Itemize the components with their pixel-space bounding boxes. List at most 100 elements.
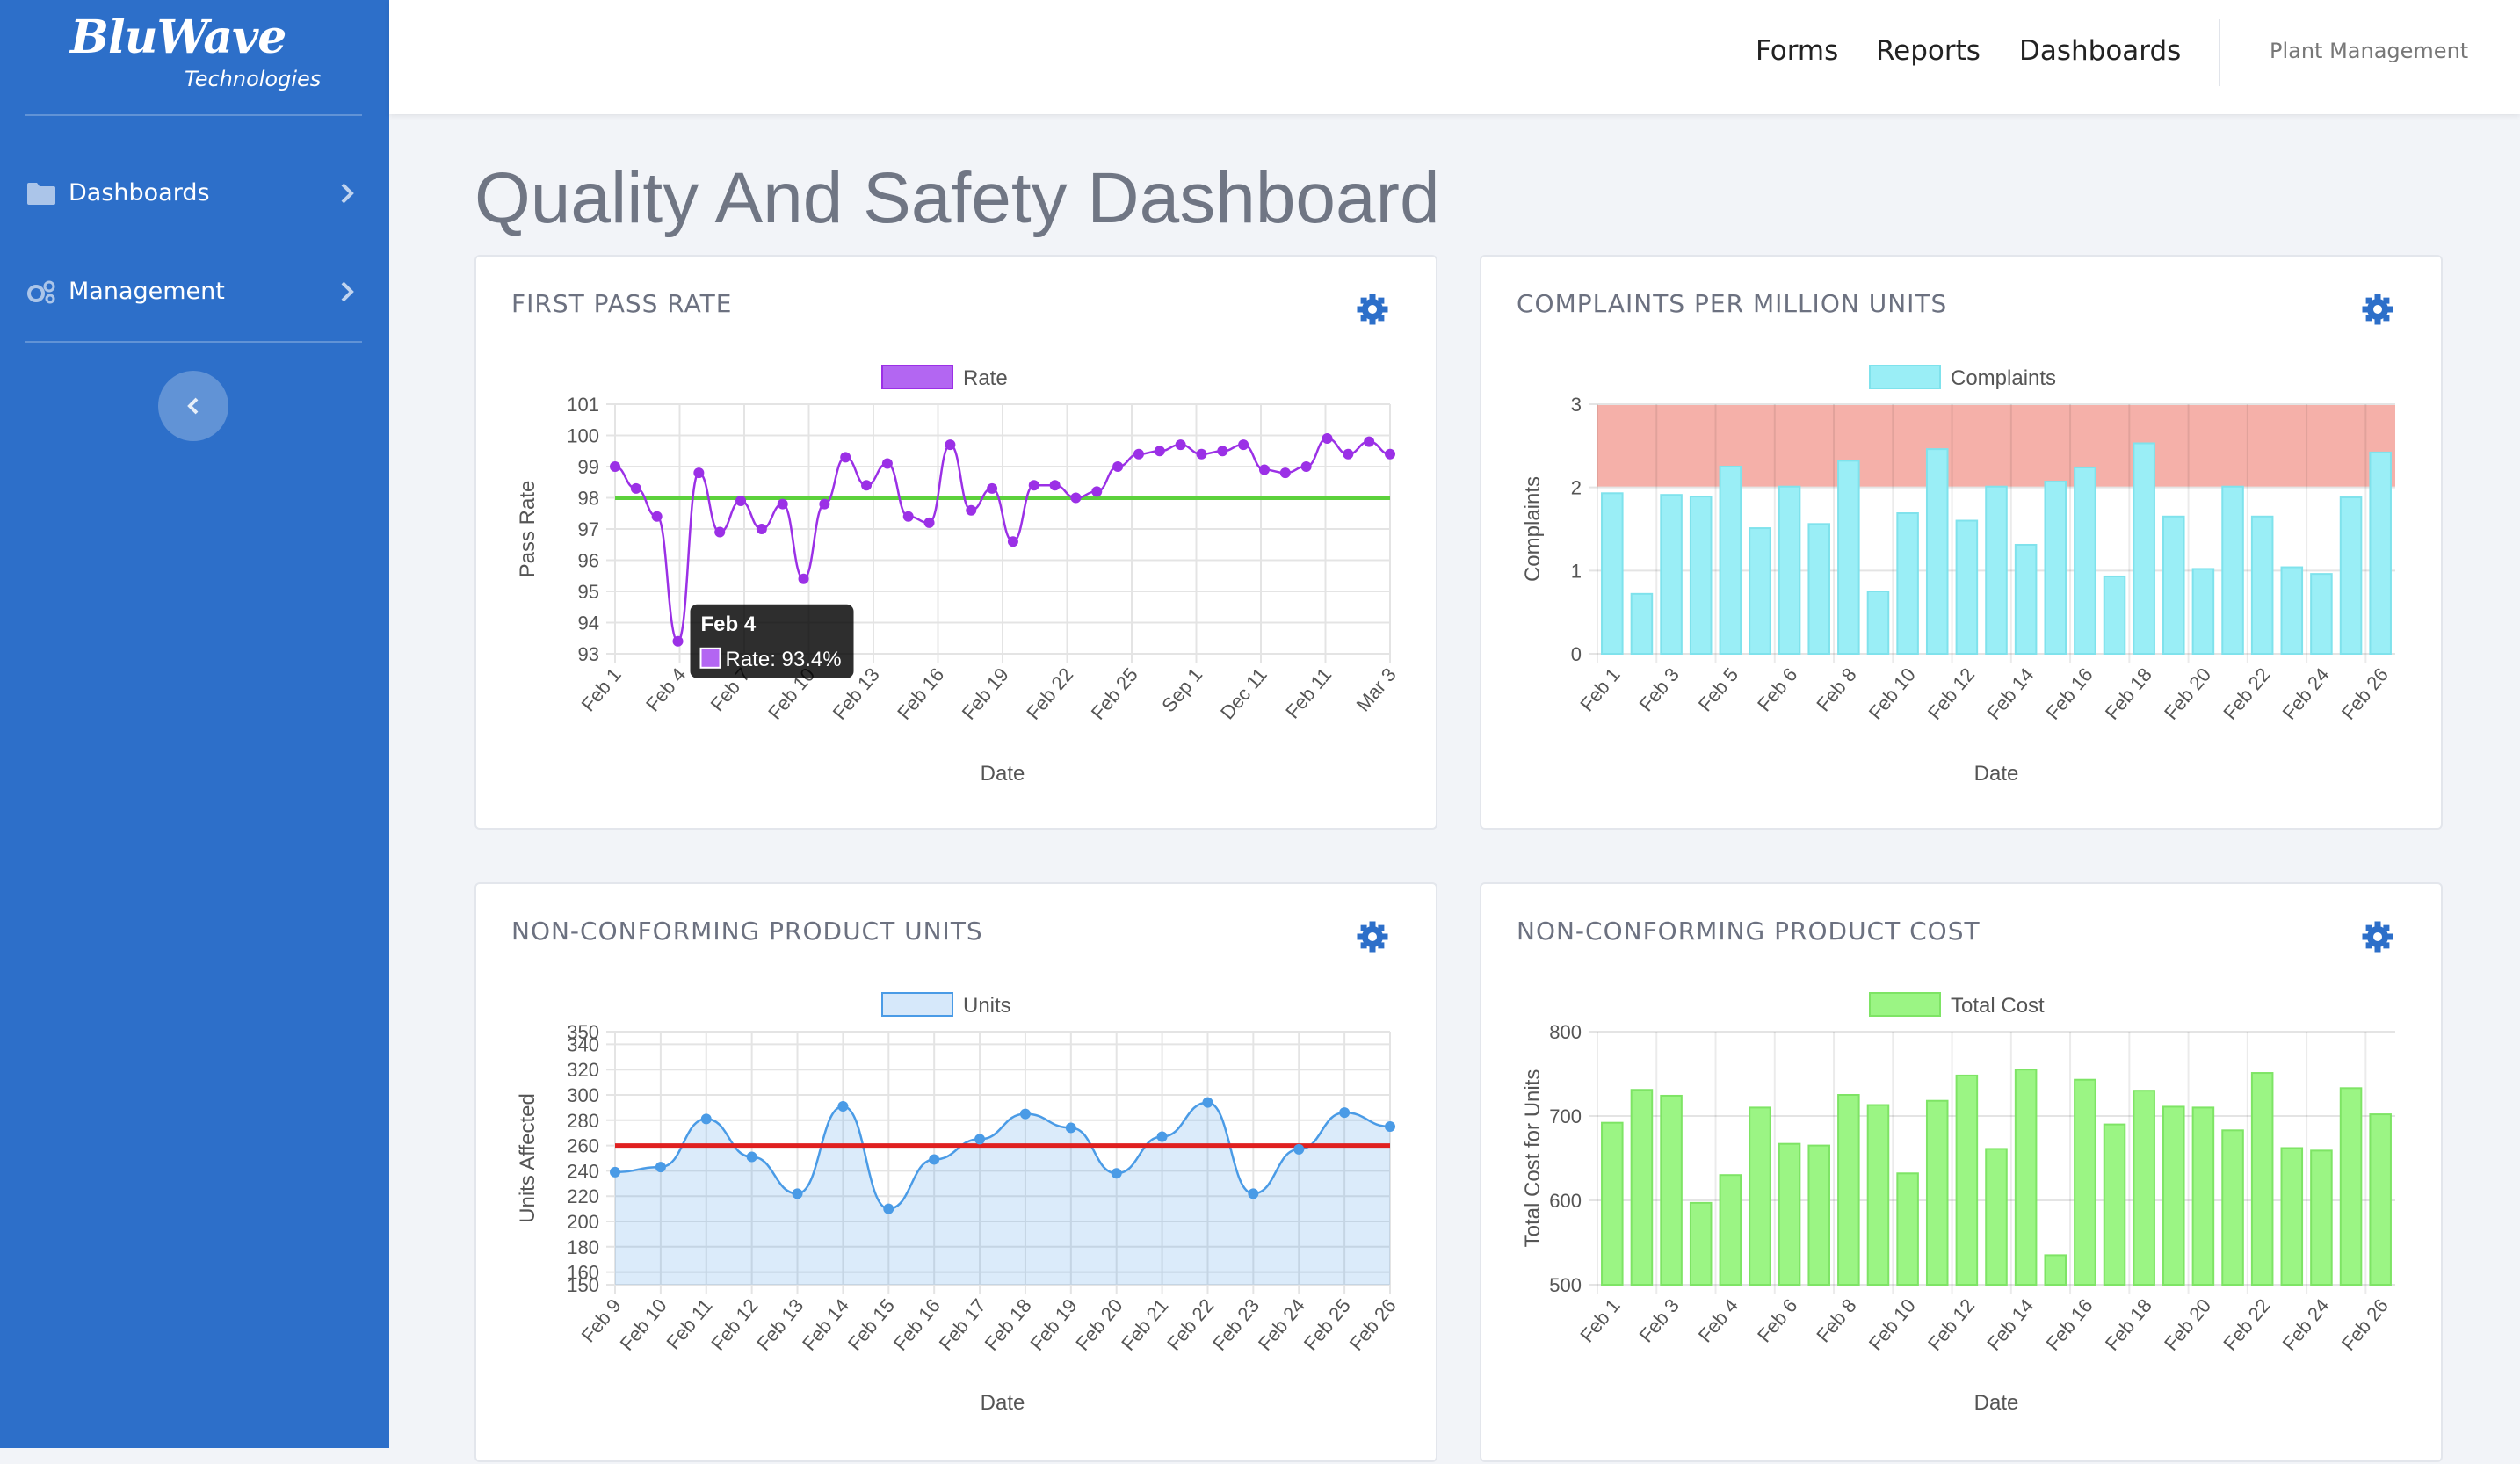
x-tick-label: Feb 17 (935, 1294, 990, 1355)
x-tick-label: Feb 16 (2042, 1294, 2097, 1355)
gear-icon[interactable] (1357, 294, 1388, 325)
x-tick-label: Feb 10 (1865, 663, 1920, 724)
nonconforming-units-card: NON-CONFORMING PRODUCT UNITS Units 150 160… (474, 882, 1437, 1462)
x-tick-label: Feb 22 (1022, 663, 1077, 724)
bar (2133, 1090, 2155, 1286)
data-point (735, 496, 747, 507)
data-point (1007, 536, 1018, 547)
plant-management-menu[interactable]: Plant Management (2270, 39, 2469, 63)
nav-dashboards[interactable]: Dashboards (2019, 35, 2182, 67)
data-point (902, 511, 914, 522)
bar (1719, 1174, 1742, 1286)
x-tick-label: Feb 26 (2337, 663, 2393, 724)
data-point (1112, 461, 1124, 472)
bar (1985, 485, 2008, 655)
y-tick-label: 98 (578, 488, 599, 510)
sidebar-collapse-button[interactable] (158, 371, 228, 441)
gear-icon[interactable] (2362, 921, 2393, 953)
bar (1866, 591, 1890, 655)
y-tick-label: 3 (1571, 394, 1582, 416)
y-tick-label: 340 (567, 1033, 599, 1055)
y-axis: 93 94 95 96 97 98 99 100 101 (567, 394, 1390, 665)
data-point (672, 635, 684, 647)
bar (2074, 466, 2096, 655)
legend-label: Rate (963, 366, 1008, 390)
chart-legend: Total Cost (1869, 992, 2045, 1018)
x-tick-label: Sep 1 (1157, 663, 1206, 716)
bar (1601, 1121, 1624, 1286)
data-point (837, 1100, 849, 1112)
x-tick-label: Mar 3 (1352, 663, 1401, 715)
x-axis: Feb 1 Feb 3 Feb 4 Feb 6 Feb 8 Feb 10 Feb 12 Feb… (1575, 1294, 2393, 1355)
data-point (1339, 1107, 1351, 1119)
y-tick-label: 280 (567, 1110, 599, 1132)
data-point (1049, 480, 1061, 491)
data-point (1300, 461, 1312, 472)
bar (1896, 1172, 1919, 1286)
complaints-card: COMPLAINTS PER MILLION UNITS Complaints 0… (1480, 255, 2443, 830)
units-area-fill (615, 1102, 1390, 1285)
sidebar-divider (25, 341, 362, 343)
bar (2250, 515, 2274, 655)
y-tick-label: 200 (567, 1211, 599, 1233)
data-point (1343, 448, 1354, 460)
x-tick-label: Feb 5 (1694, 663, 1742, 715)
data-point (610, 461, 620, 472)
x-tick-label: Feb 20 (2160, 663, 2215, 724)
data-point (756, 524, 767, 534)
gear-icon[interactable] (2362, 294, 2393, 325)
bar (1807, 523, 1830, 655)
nav-forms[interactable]: Forms (1756, 35, 1839, 67)
chevron-right-icon (341, 281, 354, 302)
y-axis-title: Pass Rate (516, 481, 539, 578)
x-tick-label: Feb 14 (1982, 1294, 2038, 1355)
data-point (610, 1166, 620, 1178)
data-point (1217, 446, 1228, 457)
bar (2280, 566, 2304, 655)
x-axis-title: Date (1974, 762, 2019, 786)
y-tick-label: 96 (578, 550, 599, 572)
data-point (700, 1113, 712, 1125)
data-point (819, 498, 830, 510)
x-tick-label: Feb 19 (1025, 1294, 1081, 1355)
sidebar-item-management[interactable]: Management (0, 257, 389, 327)
data-point (630, 482, 641, 494)
x-tick-label: Feb 13 (752, 1294, 807, 1355)
data-point (1111, 1168, 1122, 1179)
x-tick-label: Feb 20 (2160, 1294, 2215, 1355)
sidebar-item-dashboards[interactable]: Dashboards (0, 158, 389, 228)
top-navbar: Forms Reports Dashboards Plant Managemen… (389, 0, 2520, 114)
data-point (792, 1188, 803, 1199)
bars (1601, 1069, 2392, 1286)
tooltip-title: Feb 4 (701, 612, 757, 636)
company-logo[interactable]: BluWave Technologies (70, 11, 334, 98)
data-point (1202, 1097, 1213, 1108)
x-tick-label: Feb 12 (1923, 663, 1979, 724)
bar (1719, 466, 1742, 655)
bar (2339, 496, 2363, 655)
nav-divider (2219, 19, 2220, 86)
data-point (651, 511, 663, 522)
bar (2014, 543, 2038, 655)
bar (2044, 481, 2067, 656)
x-tick-label: Feb 21 (1117, 1294, 1172, 1355)
bar (2221, 485, 2244, 655)
nav-reports[interactable]: Reports (1876, 35, 1981, 67)
x-gridlines (1597, 1032, 2367, 1294)
gear-icon[interactable] (1357, 921, 1388, 953)
bar (1601, 492, 1624, 655)
bar (2162, 1105, 2185, 1286)
bar (2369, 1113, 2392, 1286)
chart-legend: Rate (881, 365, 1008, 390)
bar (1866, 1104, 1890, 1286)
data-point (1091, 486, 1103, 497)
y-tick-label: 2 (1571, 477, 1582, 499)
chart-tooltip: Feb 4 Rate: 93.4% (690, 604, 854, 678)
bar (1660, 494, 1683, 656)
sidebar-item-label: Dashboards (69, 179, 210, 207)
y-tick-label: 0 (1571, 643, 1582, 665)
